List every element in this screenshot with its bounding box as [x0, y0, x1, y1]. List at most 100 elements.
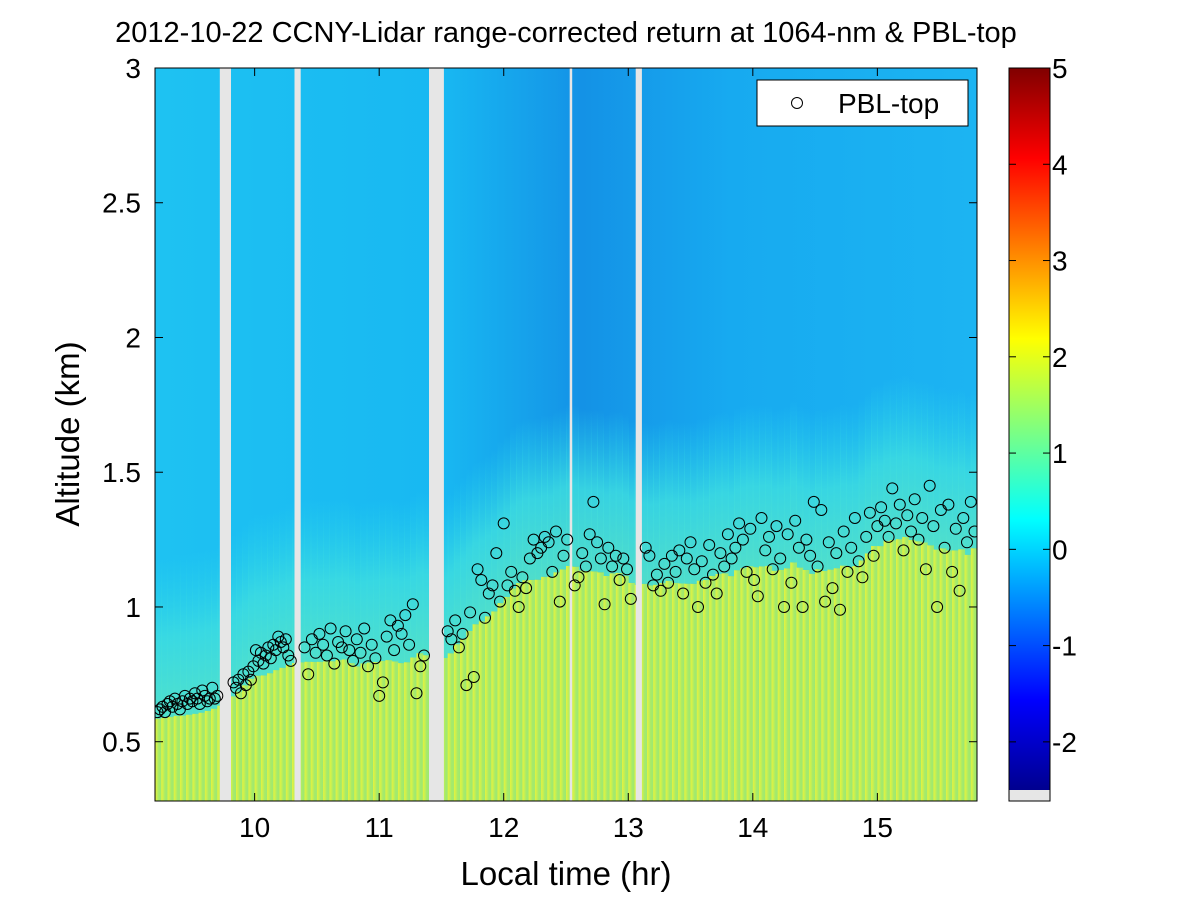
mixing-column: [472, 462, 480, 625]
pbl-top-point: [695, 555, 708, 568]
boundary-layer-column: [566, 566, 573, 801]
pbl-top-markers: [155, 479, 977, 719]
boundary-layer-column: [242, 685, 249, 801]
pbl-top-point: [744, 522, 757, 535]
mixing-column: [260, 513, 268, 676]
boundary-layer-column: [267, 673, 274, 801]
pbl-top-point: [546, 565, 559, 578]
boundary-layer-column: [684, 583, 692, 801]
colorbar-tick-label: 3: [1052, 246, 1068, 277]
pbl-top-point: [654, 584, 667, 597]
boundary-layer-column: [192, 713, 200, 801]
mixing-column: [921, 380, 928, 543]
mixing-column: [908, 378, 916, 540]
mixing-column: [410, 495, 418, 658]
pbl-top-point: [576, 547, 589, 560]
boundary-layer-column: [703, 579, 710, 801]
pbl-top-point: [822, 536, 835, 549]
pbl-top-point: [579, 560, 592, 573]
mixing-column: [441, 496, 449, 658]
boundary-layer-column: [709, 575, 716, 801]
pbl-top-point: [279, 633, 292, 646]
mixing-column: [678, 421, 685, 584]
mixing-column: [727, 414, 735, 577]
boundary-layer-column: [179, 715, 187, 801]
pbl-top-point: [961, 536, 973, 549]
pbl-top-point: [313, 627, 326, 640]
boundary-layer-column: [671, 582, 679, 801]
boundary-layer-column: [864, 553, 872, 801]
pbl-top-point: [583, 528, 596, 541]
pbl-top-point: [830, 547, 843, 560]
y-tick-label: 2.5: [102, 188, 141, 219]
pbl-top-point: [662, 576, 675, 589]
boundary-layer-column: [852, 566, 860, 801]
boundary-layer-column: [759, 566, 766, 801]
pbl-top-point: [710, 587, 723, 600]
colorbar-tick-label: 1: [1052, 438, 1068, 469]
mixing-column: [397, 501, 405, 664]
mixing-column: [615, 411, 623, 573]
mixing-column: [684, 422, 692, 584]
pbl-top-point: [886, 482, 899, 495]
boundary-layer-column: [416, 653, 424, 801]
pbl-top-point: [464, 606, 477, 619]
pbl-top-point: [369, 652, 382, 665]
pbl-top-point: [282, 649, 295, 662]
boundary-layer-column: [653, 584, 660, 801]
boundary-layer-column: [335, 660, 343, 801]
colorbar-tick-label: 5: [1052, 53, 1068, 84]
boundary-layer-column: [447, 653, 455, 801]
boundary-layer-column: [391, 661, 399, 801]
boundary-layer-column: [914, 541, 922, 801]
boundary-layer-column: [229, 696, 237, 801]
pbl-top-point: [403, 638, 416, 651]
pbl-top-point: [598, 598, 611, 611]
pbl-top-point: [684, 536, 697, 549]
y-axis-label: Altitude (km): [49, 341, 86, 526]
boundary-layer-column: [534, 579, 542, 801]
colorbar-tick-label: 2: [1052, 342, 1068, 373]
mixing-column: [516, 421, 523, 584]
pbl-top-point: [568, 579, 581, 592]
pbl-top-point: [688, 563, 701, 576]
mixing-column: [864, 391, 872, 554]
boundary-layer-column: [298, 662, 305, 801]
mixing-column: [896, 377, 903, 540]
mixing-column: [229, 534, 237, 697]
pbl-top-point: [957, 512, 970, 524]
pbl-top-point: [591, 536, 604, 549]
pbl-top-point: [658, 557, 671, 570]
boundary-layer-column: [360, 663, 368, 801]
boundary-layer-column: [964, 554, 972, 801]
pbl-top-point: [624, 592, 637, 605]
mixing-column: [559, 407, 567, 570]
boundary-layer-column: [871, 546, 878, 801]
mixing-column: [155, 556, 162, 719]
boundary-layer-column: [516, 583, 523, 801]
pbl-top-point: [908, 493, 921, 506]
data-gap: [635, 68, 642, 801]
boundary-layer-column: [597, 572, 604, 801]
pbl-top-point: [800, 533, 813, 546]
mixing-column: [522, 418, 530, 581]
boundary-layer-column: [727, 576, 735, 801]
boundary-layer-column: [958, 549, 966, 801]
mixing-column: [927, 383, 934, 546]
x-axis-ticks: 10 11 12 13 14 15: [239, 68, 893, 843]
x-tick-label: 10: [239, 812, 270, 843]
mixing-column: [360, 501, 368, 664]
pbl-top-point: [594, 552, 607, 565]
pbl-top-point: [733, 517, 746, 530]
pbl-top-point: [557, 549, 570, 562]
data-gaps: [219, 68, 642, 801]
boundary-layer-column: [603, 576, 611, 801]
boundary-layer-column: [204, 710, 212, 801]
data-gap: [294, 68, 301, 801]
mixing-column: [945, 388, 953, 551]
pbl-top-point: [826, 582, 839, 595]
boundary-layer-column: [939, 548, 947, 801]
pbl-top-point: [923, 479, 936, 492]
pbl-top-point: [441, 625, 454, 638]
boundary-layer-column: [877, 546, 885, 801]
